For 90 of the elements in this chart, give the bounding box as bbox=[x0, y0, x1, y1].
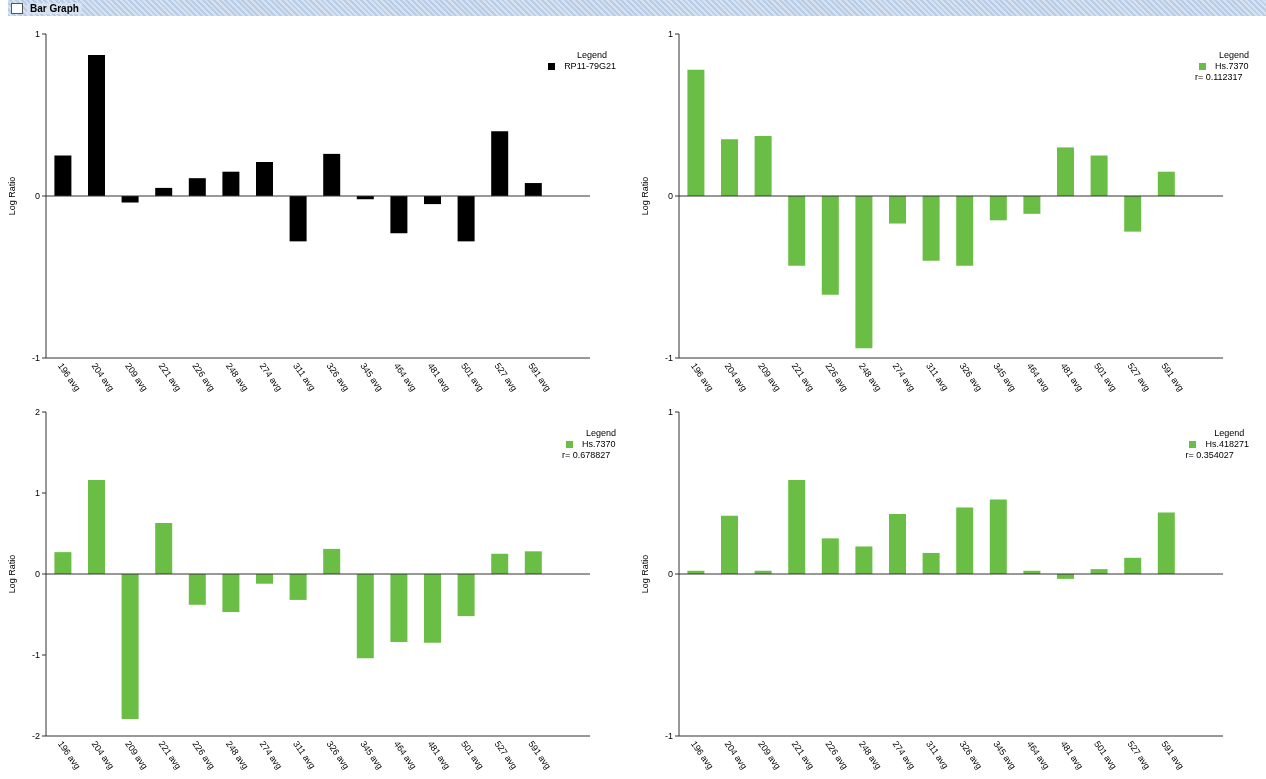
x-tick-label: 204 avg bbox=[89, 361, 117, 394]
x-tick-label: 501 avg bbox=[459, 361, 486, 394]
legend-title: Legend bbox=[1213, 428, 1246, 439]
x-tick-label: 226 avg bbox=[190, 739, 217, 772]
legend-title: Legend bbox=[576, 50, 609, 61]
text: r= 0.678827 bbox=[561, 450, 612, 461]
y-tick-label: -1 bbox=[31, 353, 40, 364]
y-tick-label: 1 bbox=[667, 407, 673, 418]
x-tick-label: 221 avg bbox=[156, 361, 184, 394]
x-tick-label: 221 avg bbox=[156, 739, 184, 772]
x-tick-label: 591 avg bbox=[1159, 739, 1186, 772]
x-tick-label: 196 avg bbox=[55, 739, 83, 772]
x-tick-label: 591 avg bbox=[526, 361, 553, 394]
x-tick-label: 527 avg bbox=[1125, 361, 1153, 394]
x-tick-label: 501 avg bbox=[459, 739, 486, 772]
x-tick-label: 274 avg bbox=[890, 739, 918, 772]
y-tick-label: 1 bbox=[667, 29, 673, 40]
y-tick-label: 1 bbox=[34, 488, 40, 499]
y-axis-title: Log Ratio bbox=[7, 554, 18, 594]
x-tick-label: 345 avg bbox=[991, 739, 1018, 772]
y-tick-label: 0 bbox=[34, 569, 40, 580]
x-tick-label: 209 avg bbox=[123, 361, 150, 394]
x-tick-label: 501 avg bbox=[1092, 739, 1119, 772]
x-tick-label: 501 avg bbox=[1092, 361, 1119, 394]
x-tick-label: 204 avg bbox=[722, 739, 750, 772]
x-tick-label: 248 avg bbox=[223, 739, 251, 772]
legend-label: Hs.7370 bbox=[581, 439, 616, 450]
y-axis-title: Log Ratio bbox=[640, 176, 651, 216]
y-tick-label: 1 bbox=[34, 29, 40, 40]
x-tick-label: 527 avg bbox=[492, 739, 520, 772]
y-tick-label: -1 bbox=[31, 650, 40, 661]
x-tick-label: 591 avg bbox=[1159, 361, 1186, 394]
x-tick-label: 345 avg bbox=[358, 361, 385, 394]
x-tick-label: 464 avg bbox=[391, 361, 419, 394]
x-tick-label: 481 avg bbox=[425, 739, 453, 772]
legend-title: Legend bbox=[1217, 50, 1249, 61]
y-tick-label: 0 bbox=[34, 191, 40, 202]
x-tick-label: 226 avg bbox=[823, 361, 850, 394]
text: r= 0.112317 bbox=[1194, 72, 1244, 83]
x-tick-label: 345 avg bbox=[358, 739, 385, 772]
legend-label: Hs.418271 bbox=[1205, 439, 1249, 450]
x-tick-label: 345 avg bbox=[991, 361, 1018, 394]
x-tick-label: 204 avg bbox=[722, 361, 750, 394]
x-tick-label: 196 avg bbox=[55, 361, 83, 394]
x-tick-label: 248 avg bbox=[856, 739, 884, 772]
x-tick-label: 481 avg bbox=[425, 361, 453, 394]
y-tick-label: -1 bbox=[664, 353, 673, 364]
x-tick-label: 311 avg bbox=[924, 739, 951, 771]
y-tick-label: 0 bbox=[667, 569, 673, 580]
x-tick-label: 196 avg bbox=[688, 361, 716, 394]
x-tick-label: 274 avg bbox=[890, 361, 918, 394]
x-tick-label: 274 avg bbox=[257, 739, 285, 772]
x-tick-label: 311 avg bbox=[924, 361, 951, 393]
legend-label: Hs.7370 bbox=[1214, 61, 1249, 72]
x-tick-label: 221 avg bbox=[789, 361, 817, 394]
y-tick-label: 2 bbox=[34, 407, 40, 418]
x-tick-label: 221 avg bbox=[789, 739, 817, 772]
x-tick-label: 248 avg bbox=[223, 361, 251, 394]
x-tick-label: 464 avg bbox=[1024, 361, 1052, 394]
x-tick-label: 209 avg bbox=[123, 739, 150, 772]
x-tick-label: 326 avg bbox=[957, 739, 985, 772]
y-axis-title: Log Ratio bbox=[7, 176, 18, 216]
y-axis-title: Log Ratio bbox=[640, 554, 651, 594]
y-tick-label: 0 bbox=[667, 191, 673, 202]
x-tick-label: 326 avg bbox=[957, 361, 985, 394]
x-tick-label: 591 avg bbox=[526, 739, 553, 772]
x-tick-label: 481 avg bbox=[1058, 361, 1086, 394]
x-tick-label: 311 avg bbox=[291, 739, 318, 771]
y-tick-label: -2 bbox=[31, 731, 40, 742]
x-tick-label: 196 avg bbox=[688, 739, 716, 772]
x-tick-label: 481 avg bbox=[1058, 739, 1086, 772]
x-tick-label: 326 avg bbox=[324, 739, 352, 772]
x-tick-label: 274 avg bbox=[257, 361, 285, 394]
legend-label: RP11-79G21 bbox=[564, 61, 616, 72]
x-tick-label: 248 avg bbox=[856, 361, 884, 394]
legend-title: Legend bbox=[584, 428, 616, 439]
x-tick-label: 226 avg bbox=[823, 739, 850, 772]
x-tick-label: 527 avg bbox=[492, 361, 520, 394]
y-tick-label: -1 bbox=[664, 731, 673, 742]
x-tick-label: 326 avg bbox=[324, 361, 352, 394]
x-tick-label: 527 avg bbox=[1125, 739, 1153, 772]
x-tick-label: 209 avg bbox=[756, 361, 783, 394]
chart-title: Bar Graph bbox=[27, 2, 82, 14]
x-tick-label: 209 avg bbox=[756, 739, 783, 772]
x-tick-label: 226 avg bbox=[190, 361, 217, 394]
x-tick-label: 464 avg bbox=[1024, 739, 1052, 772]
x-tick-label: 464 avg bbox=[391, 739, 419, 772]
x-tick-label: 311 avg bbox=[291, 361, 318, 393]
x-tick-label: 204 avg bbox=[89, 739, 117, 772]
text: r= 0.354027 bbox=[1185, 450, 1235, 461]
